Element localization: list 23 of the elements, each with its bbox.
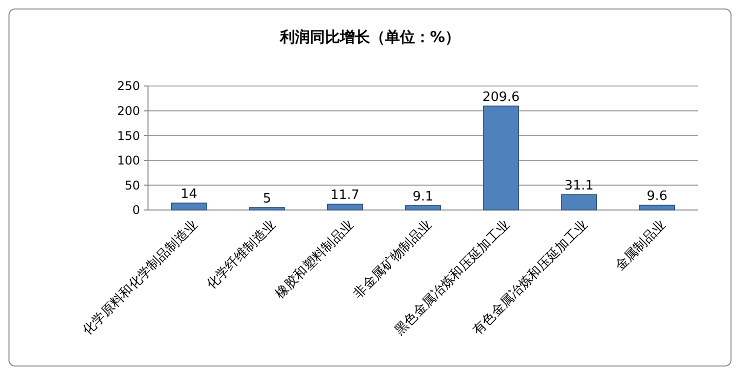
y-tick-label: 100: [117, 154, 140, 168]
data-label: 14: [180, 187, 198, 202]
data-label: 31.1: [564, 178, 594, 194]
data-label: 209.6: [482, 90, 520, 106]
data-label: 11.7: [330, 188, 360, 204]
chart-title: 利润同比增长（单位：%）: [278, 28, 460, 46]
bar: [249, 207, 285, 210]
bar: [483, 106, 519, 210]
x-tick-label: 化学原料和化学制品制造业: [80, 217, 202, 338]
y-tick-label: 50: [124, 178, 140, 192]
bar: [327, 204, 363, 210]
y-tick-label: 150: [117, 128, 140, 143]
y-tick-label: 0: [132, 203, 140, 218]
y-tick-label: 250: [117, 79, 140, 94]
x-tick-label: 金属制品业: [612, 217, 670, 274]
bar: [561, 194, 597, 210]
bar: [171, 202, 207, 210]
data-label: 5: [262, 192, 272, 207]
bar: [639, 204, 675, 210]
data-label: 9.1: [412, 189, 434, 204]
y-tick-label: 200: [117, 104, 140, 118]
bar: [405, 205, 441, 210]
data-label: 9.6: [646, 189, 668, 204]
